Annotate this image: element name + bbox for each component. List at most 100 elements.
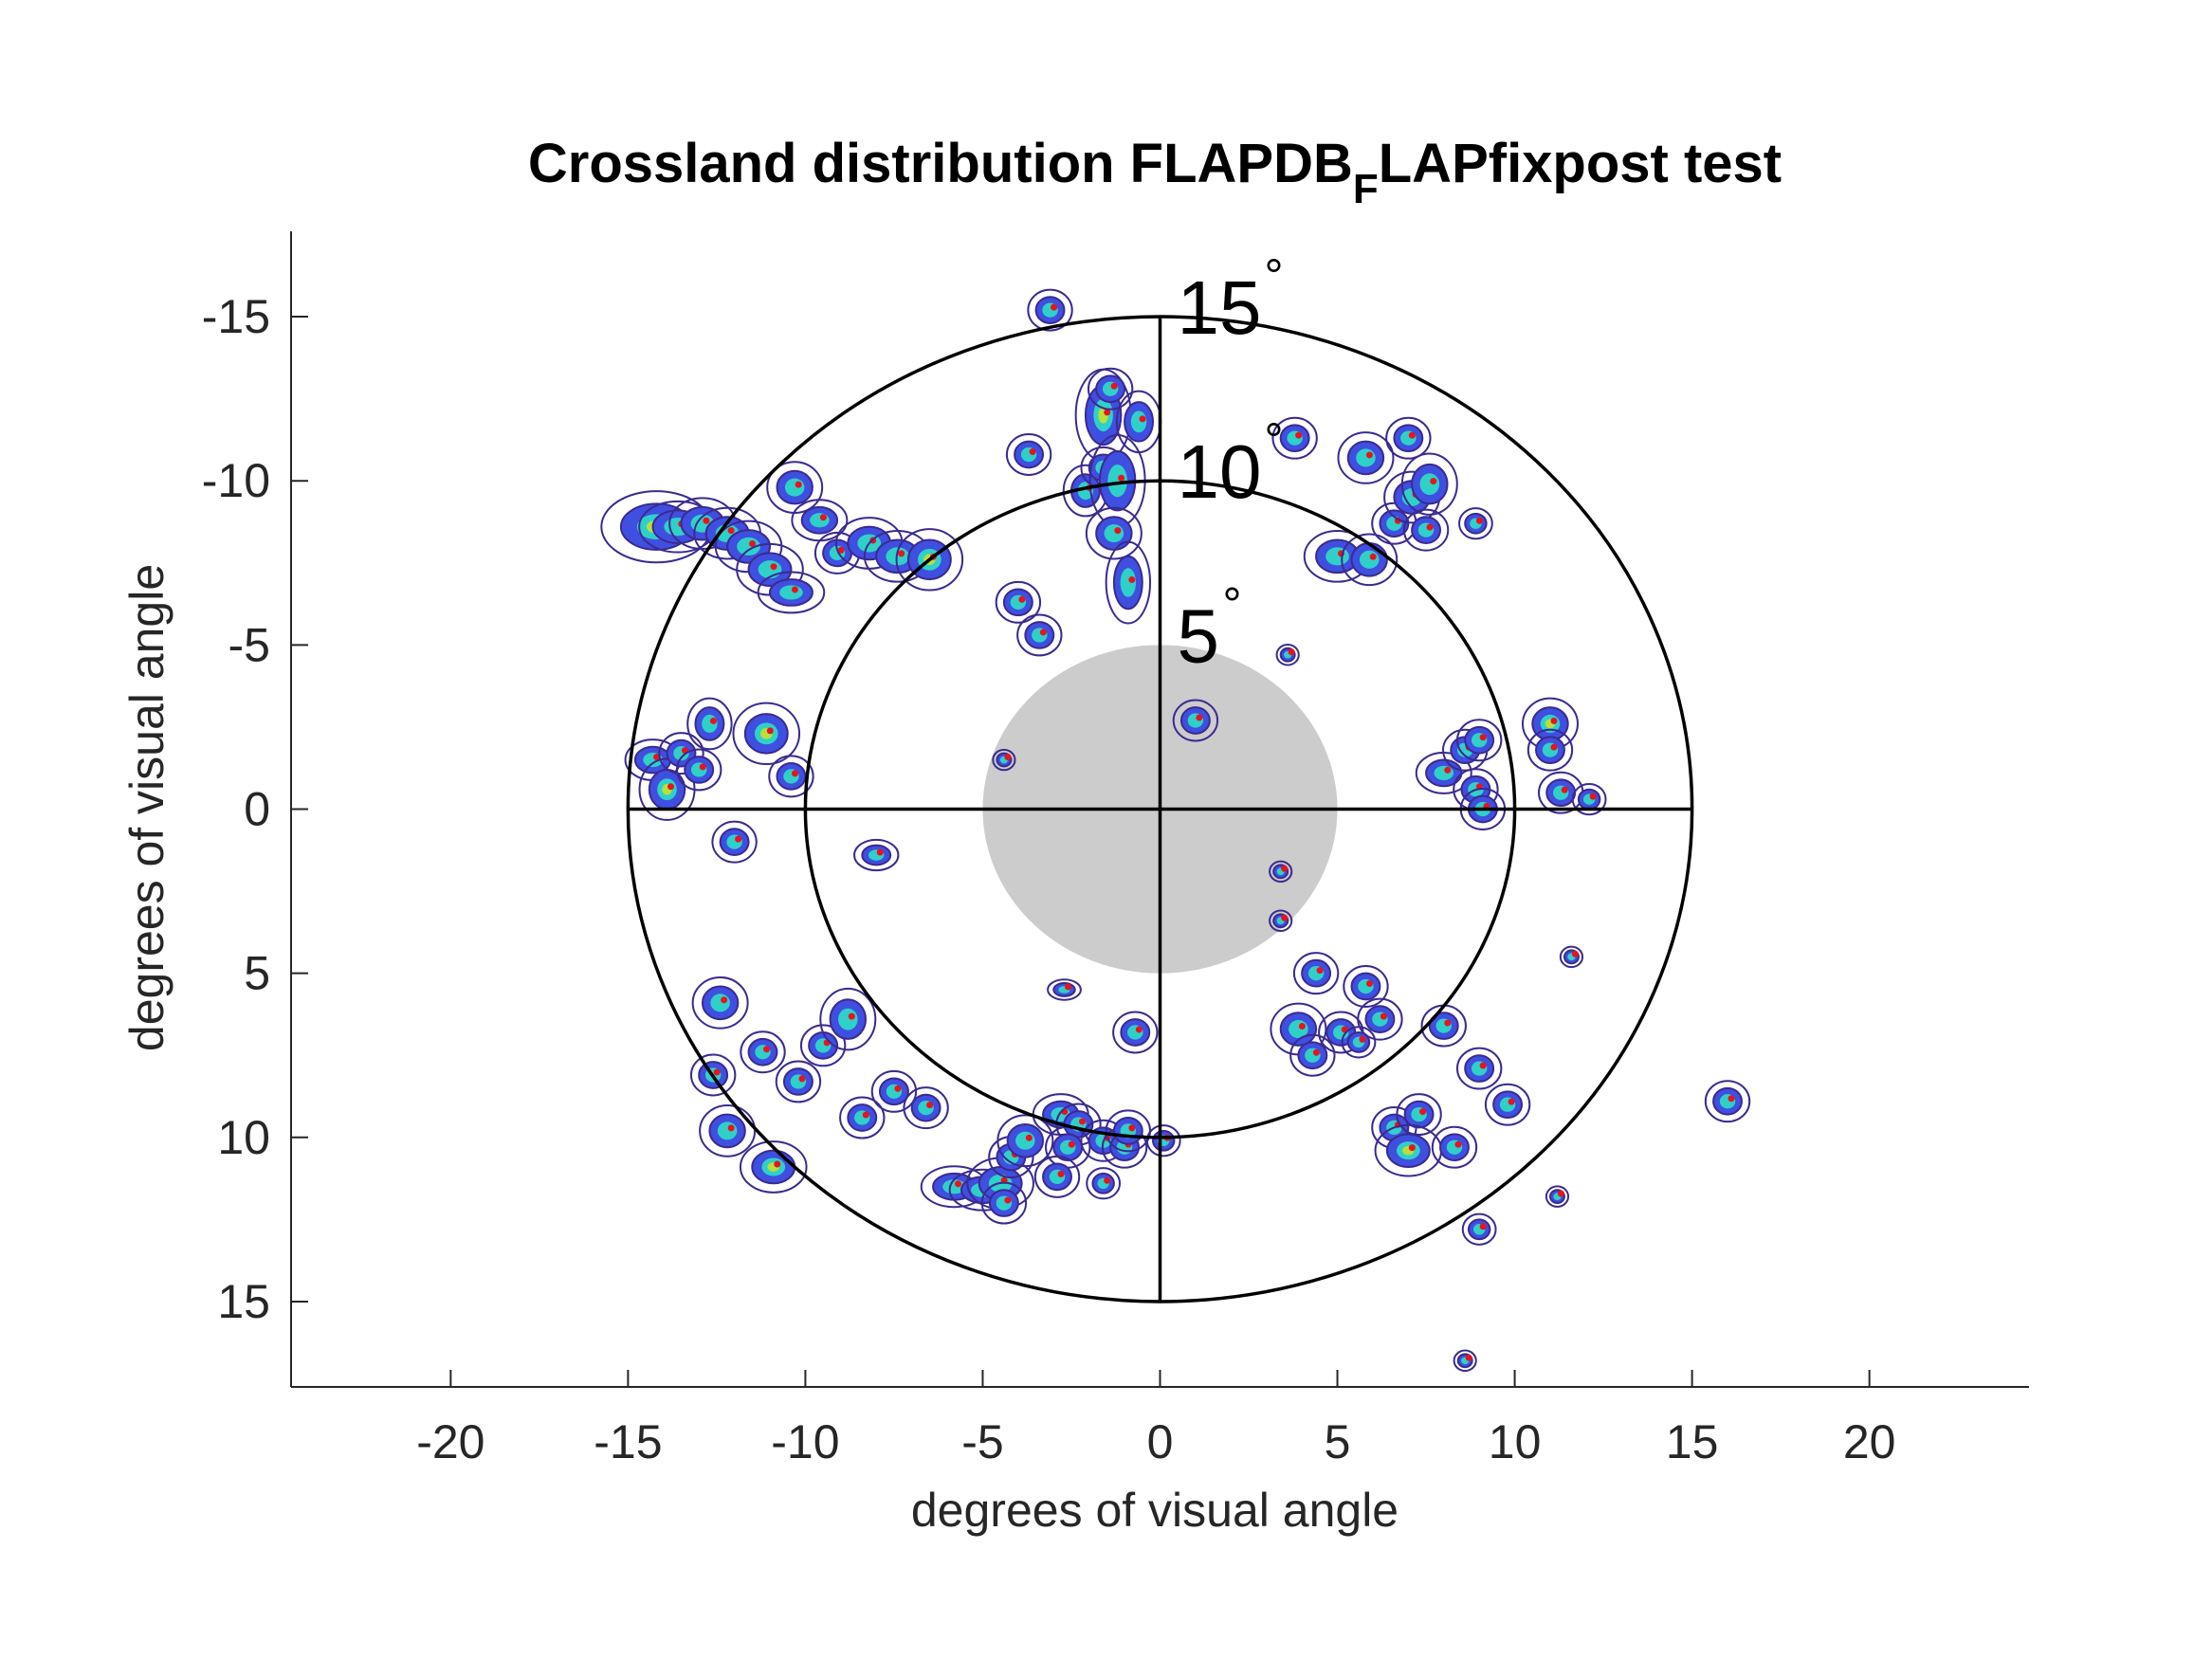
fixation-cluster-32	[1400, 452, 1458, 516]
fixation-dot	[1004, 754, 1012, 761]
fixation-cluster-103	[1704, 1080, 1751, 1123]
contour-outer	[699, 1104, 757, 1158]
contour-outer	[1027, 288, 1073, 332]
contour-outer	[686, 697, 733, 751]
fixation-dot	[1408, 1144, 1416, 1152]
fixation-dot	[1365, 451, 1373, 459]
fixation-dot	[1365, 980, 1373, 988]
contour-outer	[1105, 540, 1152, 625]
fixation-dot	[1298, 1023, 1306, 1030]
fixation-dot	[1018, 595, 1026, 603]
fixation-dot	[1078, 1118, 1086, 1125]
fixation-dot	[713, 1068, 721, 1076]
fixation-dot	[1728, 1095, 1735, 1103]
contour-outer	[995, 580, 1042, 624]
fixation-dot	[1064, 983, 1071, 991]
fixation-dot	[766, 727, 774, 735]
fixation-dot	[926, 1102, 934, 1109]
contour-outer	[1571, 783, 1607, 816]
fixation-dot	[667, 783, 675, 791]
fixation-dot	[1369, 553, 1377, 560]
fixation-dot	[1281, 865, 1289, 872]
fixation-cluster-64	[775, 1060, 822, 1103]
fixation-dot	[955, 1180, 962, 1188]
fixation-dot	[1430, 478, 1437, 485]
fixation-cluster-99	[1455, 1047, 1503, 1090]
fixation-cluster-19	[1087, 367, 1134, 410]
fixation-dot	[795, 481, 802, 488]
contour-outer	[1402, 508, 1450, 552]
fixation-dot	[798, 1075, 806, 1083]
fixation-cluster-40	[686, 697, 733, 751]
contour-outer	[739, 1140, 808, 1194]
fixation-dot	[837, 546, 845, 554]
contour-outer	[689, 1053, 737, 1097]
fixation-dot	[1408, 431, 1416, 439]
contour-outer	[839, 1096, 886, 1139]
fixation-dot	[1475, 517, 1483, 524]
fixation-dot	[1057, 1170, 1065, 1177]
contour-outer	[1343, 965, 1389, 1008]
fixation-cluster-97	[1374, 1123, 1443, 1177]
fixation-dot	[770, 563, 777, 571]
chart-title-subscript: F	[1353, 166, 1379, 212]
fixation-cluster-23	[1105, 540, 1152, 625]
contour-core	[1434, 765, 1454, 781]
fixation-dot	[727, 527, 735, 535]
x-tick-label: 10	[1489, 1415, 1542, 1468]
fixation-dot	[735, 835, 742, 843]
fixation-dot	[1571, 950, 1579, 957]
fixation-dot	[1004, 1196, 1012, 1204]
fixation-cluster-56	[1269, 909, 1293, 932]
fixation-cluster-33	[1385, 416, 1432, 460]
contour-outer	[1455, 719, 1503, 762]
fixation-cluster-48	[1455, 719, 1503, 762]
fixation-cluster-62	[740, 1030, 786, 1074]
fixation-cluster-45	[992, 748, 1016, 772]
x-tick-label: -20	[416, 1415, 484, 1468]
contour-outer	[1085, 506, 1143, 560]
fixation-cluster-44	[853, 838, 900, 872]
fixation-dot	[862, 1111, 869, 1119]
axes-layer: 5 °10 °15 °-20 -15 -10 -5 0 5 10 15 20-15-10-505101…	[202, 231, 2029, 1468]
contour-core	[779, 585, 803, 600]
contour-outer	[1271, 416, 1318, 460]
fixation-dot	[1444, 766, 1452, 774]
fixation-dot	[1426, 523, 1434, 531]
fixation-dot	[763, 1046, 771, 1053]
contour-outer	[775, 1060, 822, 1103]
fixation-cluster-13	[995, 580, 1042, 624]
fixation-dot	[1025, 1134, 1033, 1141]
fixation-cluster-59	[691, 975, 749, 1030]
fixation-cluster-88	[1289, 1033, 1336, 1077]
fixation-dot	[749, 539, 757, 547]
fixation-cluster-91	[1343, 965, 1389, 1008]
fixation-dot	[791, 586, 798, 593]
fixation-dot	[1479, 1062, 1487, 1069]
fixation-cluster-66	[819, 987, 877, 1051]
fixation-dot	[1196, 714, 1203, 721]
fixation-dot	[774, 1160, 781, 1168]
contour-outer	[1385, 416, 1432, 460]
fixation-cluster-35	[1458, 507, 1493, 540]
contour-core	[1325, 547, 1349, 566]
fixation-cluster-22	[1085, 506, 1143, 560]
fixation-cluster-14	[1016, 613, 1063, 657]
fixation-cluster-6	[757, 571, 826, 614]
contour-core	[1356, 448, 1376, 467]
fixation-cluster-27	[1337, 431, 1395, 484]
fixation-dot	[1104, 1176, 1111, 1184]
contour-outer	[1458, 507, 1493, 540]
fixation-dot	[1454, 1140, 1462, 1148]
fixation-dot	[1039, 629, 1047, 636]
chart-title-rest: LAPfixpost test	[1379, 133, 1782, 194]
y-axis-label: degrees of visual angle	[120, 564, 174, 1051]
fixation-dot	[1295, 431, 1303, 439]
fixation-cluster-34	[1402, 508, 1450, 552]
fixation-cluster-43	[711, 820, 758, 864]
chart-title-main: Crossland distribution FLAPDB	[528, 133, 1353, 194]
contour-outer	[1545, 1185, 1570, 1208]
fixation-cluster-80	[1045, 1125, 1091, 1169]
fixation-dot	[1508, 1098, 1515, 1105]
